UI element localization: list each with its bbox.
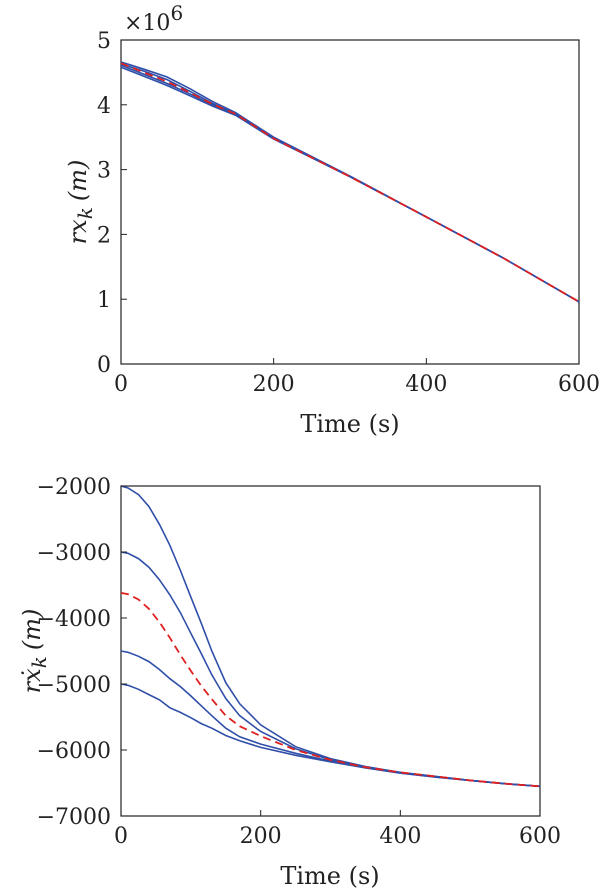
y-multiplier-base: ×10 (124, 11, 170, 36)
y-tick-label: 3 (97, 159, 111, 184)
plot-area-position (120, 39, 580, 365)
y-multiplier: ×106 (124, 1, 183, 36)
series-line-2 (120, 63, 580, 303)
x-tick-label: 0 (114, 824, 128, 849)
y-axis-unit: (m) (64, 160, 92, 201)
y-axis-symbol: rx (64, 219, 92, 244)
y-axis-subscript: k (27, 656, 51, 668)
series-line-4 (120, 66, 580, 303)
plot-area-velocity (120, 485, 541, 817)
y-tick-label: 5 (97, 29, 111, 54)
y-tick-label: −3000 (37, 541, 111, 566)
y-tick-label: −7000 (37, 805, 111, 830)
x-tick-label: 0 (114, 372, 128, 397)
velocity-series-group (120, 485, 541, 788)
x-tick-label: 400 (379, 824, 421, 849)
position-ticks: 0 200 400 600 0 1 2 3 4 5 (97, 29, 600, 397)
velocity-ticks: 0 200 400 600 −7000 −6000 −5000 −4000 −3000 −2000 (37, 475, 561, 849)
y-axis-title-velocity: rẋk (m) (18, 609, 51, 694)
y-axis-symbol: rẋ (18, 668, 46, 693)
x-axis-title-position: Time (s) (300, 410, 399, 438)
y-tick-label: 0 (97, 353, 111, 378)
y-axis-unit: (m) (18, 609, 46, 650)
y-tick-label: −4000 (37, 607, 111, 632)
x-axis-title-velocity: Time (s) (280, 862, 379, 890)
y-tick-label: 2 (97, 223, 111, 248)
y-tick-label: −2000 (37, 475, 111, 500)
y-axis-subscript: k (73, 207, 97, 219)
y-tick-label: −6000 (37, 739, 111, 764)
series-line-2 (120, 551, 541, 788)
y-tick-label: 4 (97, 94, 111, 119)
series-line-1 (120, 61, 580, 303)
x-tick-label: 600 (519, 824, 561, 849)
series-line-4 (120, 683, 541, 788)
y-axis-title-position: rxk (m) (64, 160, 97, 245)
x-tick-label: 600 (558, 372, 600, 397)
x-tick-label: 400 (405, 372, 447, 397)
chart-velocity: 0 200 400 600 −7000 −6000 −5000 −4000 −3000 −2000… (18, 475, 561, 890)
x-tick-label: 200 (240, 824, 282, 849)
estimate-line-5 (120, 62, 580, 303)
series-line-1 (120, 485, 541, 788)
chart-position: 0 200 400 600 0 1 2 3 4 5 Time (s) rxk (m) ×106 (64, 1, 600, 438)
y-multiplier-exponent: 6 (170, 1, 183, 25)
y-tick-label: −5000 (37, 673, 111, 698)
series-line-3 (120, 64, 580, 303)
position-series-group (120, 61, 580, 303)
y-tick-label: 1 (97, 288, 111, 313)
x-tick-label: 200 (253, 372, 295, 397)
series-line-3 (120, 650, 541, 788)
